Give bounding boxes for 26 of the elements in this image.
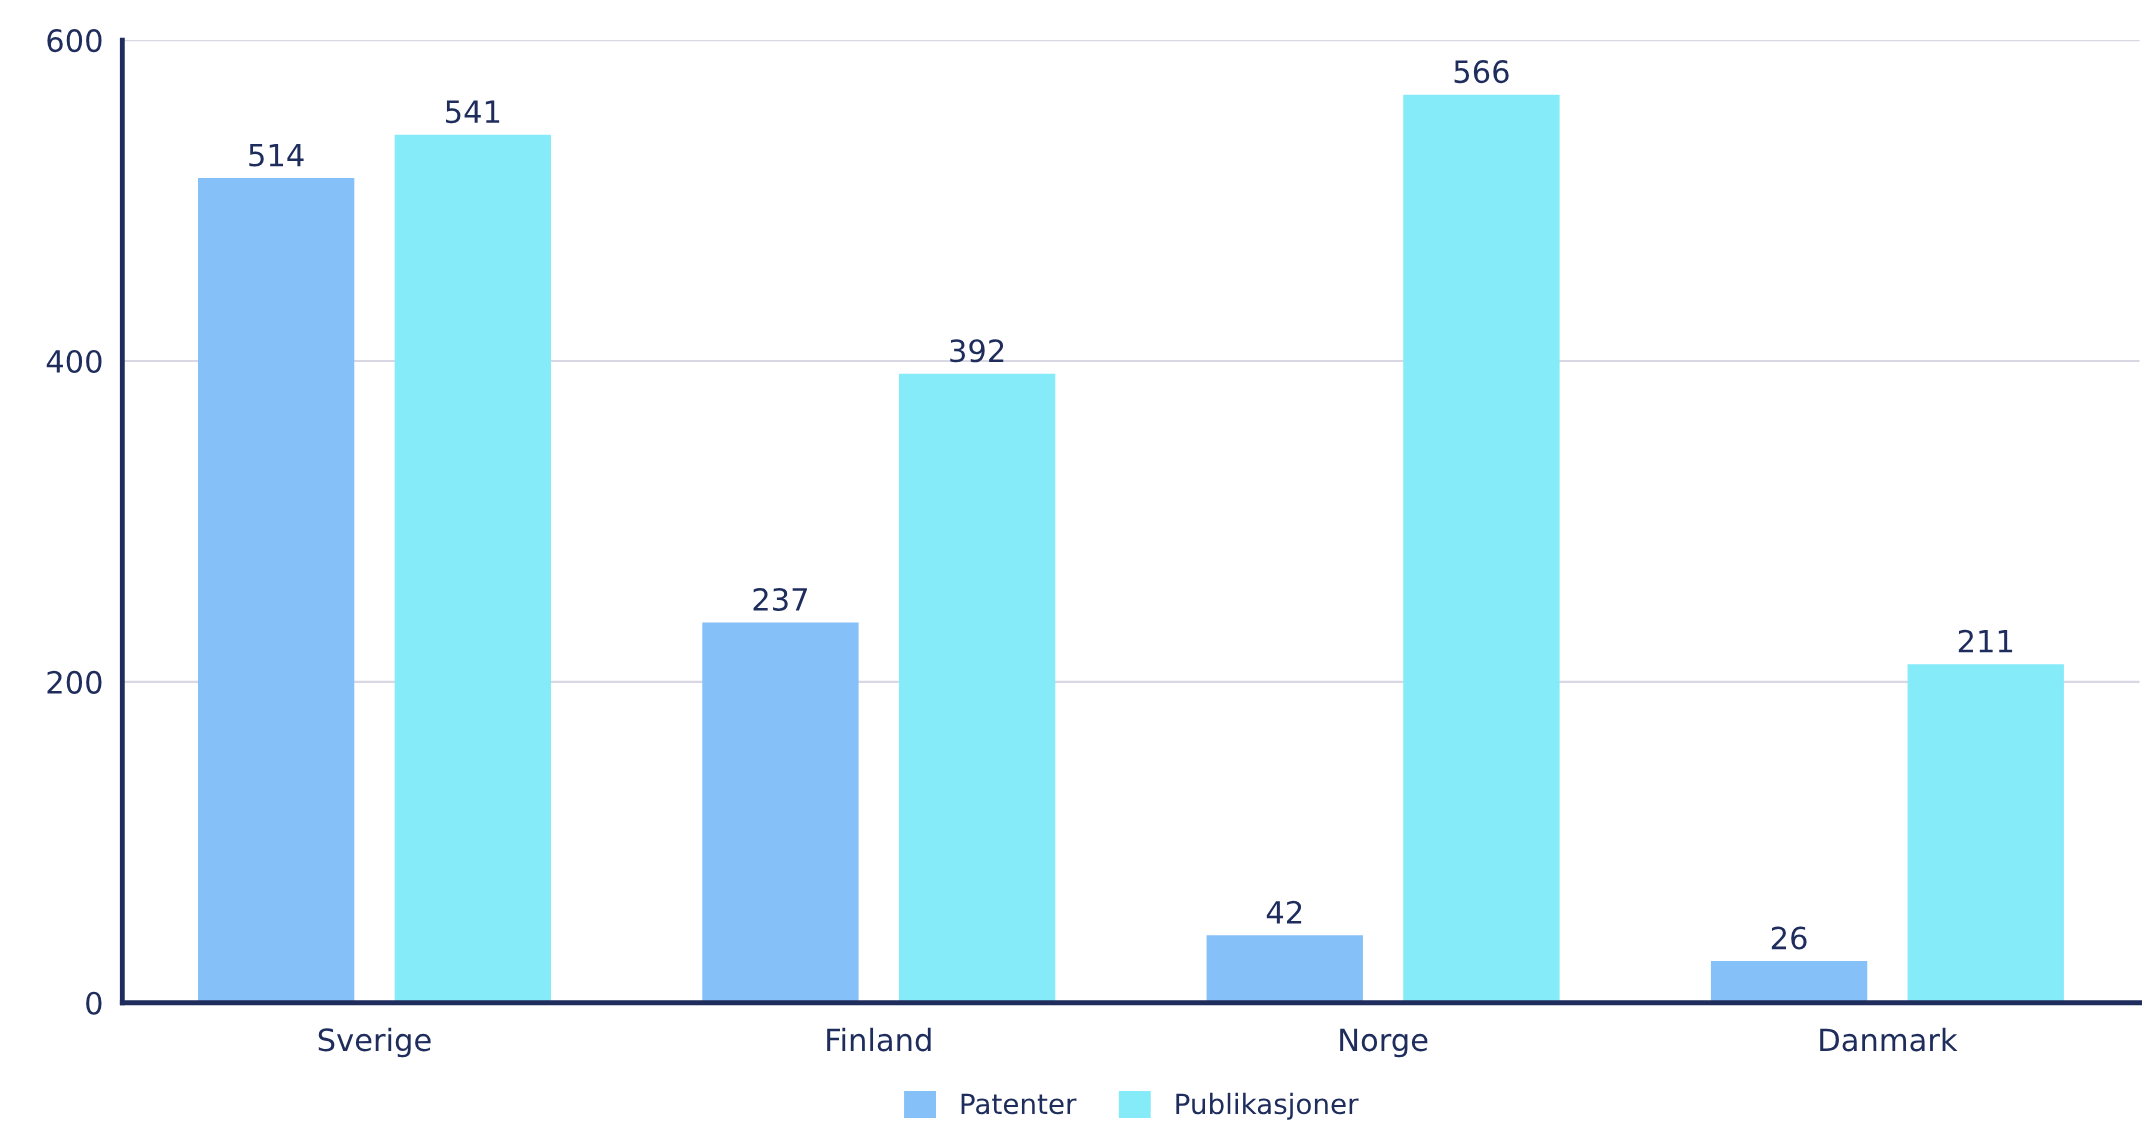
y-tick-label: 200 (47, 670, 102, 694)
y-tick-label: 400 (46, 349, 102, 374)
data-label: 211 (1958, 629, 2013, 653)
bar (702, 622, 859, 1003)
bar (197, 178, 355, 1003)
data-label: 237 (753, 587, 807, 612)
bar (1206, 935, 1363, 1003)
data-label: 541 (446, 100, 500, 124)
legend-label: Patenter (961, 1093, 1077, 1115)
x-tick-label: Danmark (1820, 1027, 1958, 1052)
y-tick-label: 600 (47, 29, 102, 53)
data-label: 566 (1454, 60, 1509, 84)
bar (1907, 664, 2064, 1003)
bar (898, 373, 1056, 1003)
data-label: 42 (1266, 900, 1302, 924)
data-label: 514 (249, 143, 304, 167)
x-tick-label: Sverige (318, 1027, 431, 1058)
y-tick-label: 0 (86, 991, 102, 1015)
legend-label: Publikasjoner (1176, 1092, 1359, 1120)
bar (394, 134, 551, 1003)
bar (1710, 961, 1868, 1003)
data-label: 26 (1771, 926, 1807, 950)
x-tick-label: Norge (1340, 1028, 1428, 1058)
x-tick-label: Finland (827, 1027, 931, 1052)
data-label: 392 (950, 339, 1004, 363)
bar (1403, 94, 1560, 1003)
